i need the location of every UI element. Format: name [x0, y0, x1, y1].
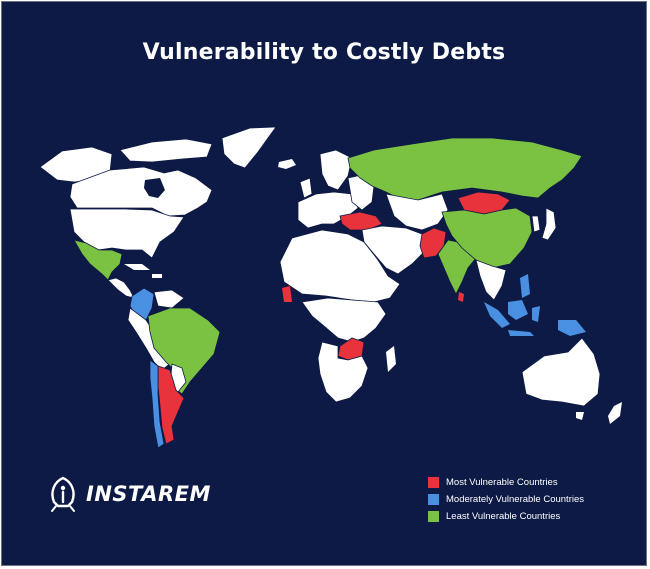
- region-argentina: [157, 365, 185, 445]
- legend-swatch-moderate: [428, 494, 439, 505]
- legend-label-most: Most Vulnerable Countries: [446, 477, 558, 488]
- region-mexico: [73, 239, 123, 281]
- region-iceland: [278, 159, 296, 169]
- region-ghana: [282, 286, 292, 302]
- region-sulawesi: [532, 306, 540, 322]
- legend-item-least: Least Vulnerable Countries: [428, 508, 584, 525]
- legend-label-moderate: Moderately Vulnerable Countries: [446, 494, 585, 505]
- region-canada-islands: [119, 138, 213, 163]
- instarem-rocket-logo-icon: [51, 476, 75, 512]
- region-southeast-asia: [475, 259, 507, 301]
- legend-item-most: Most Vulnerable Countries: [428, 474, 584, 491]
- region-new-zealand: [608, 402, 622, 424]
- region-central-america: [107, 277, 135, 299]
- region-venezuela-guianas: [153, 289, 185, 309]
- region-chile: [149, 359, 165, 449]
- legend-label-least: Least Vulnerable Countries: [446, 511, 561, 522]
- region-korea: [531, 215, 541, 233]
- region-madagascar: [386, 346, 396, 372]
- region-sri-lanka: [458, 292, 464, 302]
- region-canada: [69, 166, 213, 217]
- legend-item-moderate: Moderately Vulnerable Countries: [428, 491, 584, 508]
- region-caribbean-east: [152, 274, 162, 278]
- region-java: [508, 330, 534, 336]
- region-russia: [347, 137, 583, 201]
- region-borneo: [508, 300, 528, 320]
- region-australia: [521, 337, 601, 407]
- region-greenland: [221, 126, 277, 169]
- region-uk: [299, 177, 313, 199]
- region-brazil: [147, 307, 221, 395]
- region-scandinavia: [319, 149, 353, 191]
- region-india: [437, 239, 477, 295]
- region-hudson-bay: [144, 178, 165, 198]
- brand-logo: INSTAREM: [46, 474, 211, 514]
- region-southern-africa: [317, 341, 369, 403]
- region-china: [441, 207, 533, 269]
- region-philippines: [520, 274, 530, 298]
- region-japan: [541, 207, 557, 241]
- legend: Most Vulnerable Countries Moderately Vul…: [428, 474, 584, 525]
- region-caribbean: [124, 264, 150, 270]
- region-sumatra: [484, 302, 510, 328]
- region-papua: [558, 320, 586, 336]
- map-title: Vulnerability to Costly Debts: [142, 40, 506, 65]
- legend-swatch-least: [428, 511, 439, 522]
- region-tasmania: [576, 412, 584, 420]
- region-central-africa: [301, 297, 387, 343]
- region-central-asia: [385, 193, 449, 231]
- brand-name: INSTAREM: [86, 482, 211, 506]
- legend-swatch-most: [428, 477, 439, 488]
